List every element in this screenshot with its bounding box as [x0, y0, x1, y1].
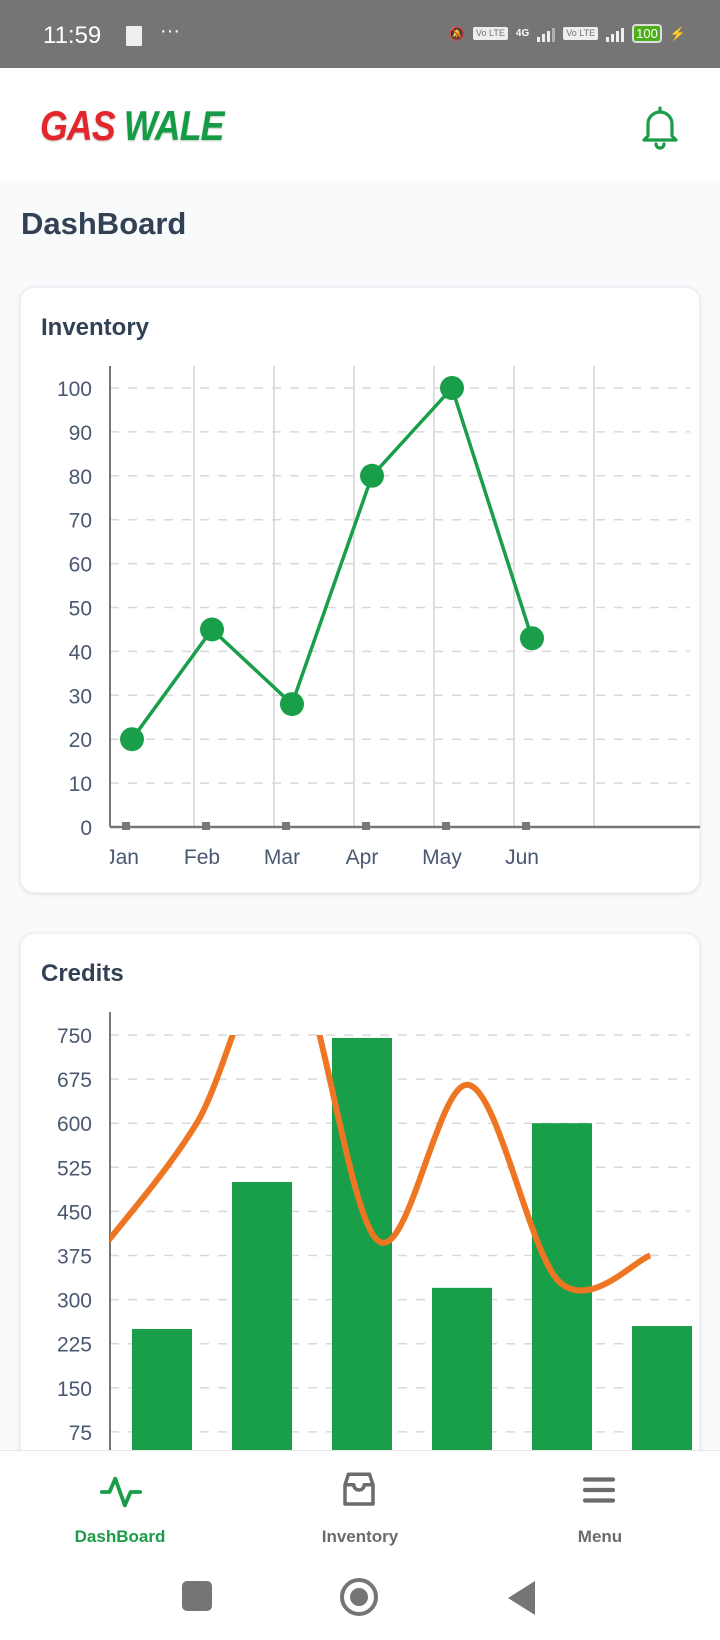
y-tick-label: 60 [69, 554, 92, 577]
x-tick [122, 822, 130, 830]
x-tick-label: Mar [264, 846, 300, 869]
battery-level: 100 [632, 24, 662, 43]
y-tick-label: 100 [57, 378, 92, 401]
nav-dashboard[interactable]: DashBoard [0, 1451, 240, 1561]
y-tick-label: 80 [69, 466, 92, 489]
y-tick-label: 375 [57, 1246, 92, 1269]
y-tick-label: 20 [69, 729, 92, 752]
y-tick-label: 75 [69, 1422, 92, 1445]
y-tick-label: 40 [69, 641, 92, 664]
x-tick-label: May [422, 846, 462, 869]
inbox-icon [343, 1472, 375, 1506]
y-tick-label: 0 [80, 817, 92, 840]
y-tick-label: 300 [57, 1290, 92, 1313]
credit-bar [232, 1182, 292, 1450]
y-tick-label: 50 [69, 598, 92, 621]
y-tick-label: 30 [69, 685, 92, 708]
x-tick [522, 822, 530, 830]
credits-title: Credits [41, 960, 124, 987]
data-point [440, 376, 464, 400]
x-tick-label: Apr [346, 846, 379, 869]
data-point [360, 463, 384, 488]
credit-bar [432, 1287, 492, 1450]
data-point [120, 727, 144, 752]
data-point [280, 692, 304, 717]
more-notifications-icon: ··· [160, 20, 180, 42]
x-tick [362, 822, 370, 830]
credits-chart: 75 150 225 300 375 450 525 600 675 750 [57, 1012, 692, 1450]
y-tick-label: 525 [57, 1157, 92, 1180]
credit-bar [132, 1329, 192, 1450]
mute-vibrate-icon: 🔕 [448, 25, 466, 41]
recents-button[interactable] [182, 1581, 212, 1611]
volte-icon: Vo LTE [473, 27, 508, 40]
y-tick-label: 150 [57, 1378, 92, 1401]
data-point [200, 617, 224, 642]
page-title: DashBoard [21, 206, 187, 241]
app-header: GAS WALE [0, 68, 720, 180]
nav-menu[interactable]: Menu [480, 1451, 720, 1561]
charging-icon: ⚡ [669, 25, 686, 41]
signal-icon [537, 26, 556, 42]
network-type: 4G [515, 28, 530, 39]
credit-trend-line [110, 1035, 652, 1294]
x-tick [442, 822, 450, 830]
y-tick-label: 600 [57, 1113, 92, 1136]
status-bar: 11:59 ··· 🔕 Vo LTE 4G Vo LTE 100 ⚡ [0, 0, 720, 68]
y-tick-label: 450 [57, 1201, 92, 1224]
y-tick-label: 70 [69, 510, 92, 533]
trash-icon [126, 26, 142, 46]
data-point [520, 626, 544, 651]
y-tick-label: 10 [69, 773, 92, 796]
y-tick-label: 90 [69, 422, 92, 445]
x-tick [202, 822, 210, 830]
bottom-nav: DashBoard Inventory Menu [0, 1450, 720, 1640]
bell-icon[interactable] [636, 102, 684, 155]
y-tick-label: 750 [57, 1025, 92, 1048]
volte-icon-2: Vo LTE [563, 27, 599, 40]
activity-icon [99, 1476, 143, 1508]
nav-inventory[interactable]: Inventory [240, 1451, 480, 1561]
back-button[interactable] [508, 1581, 535, 1615]
signal-icon-2 [606, 26, 625, 42]
y-tick-label: 675 [57, 1069, 92, 1092]
x-tick-label: Feb [184, 846, 220, 869]
y-tick-label: 225 [57, 1334, 92, 1357]
menu-icon [582, 1477, 616, 1503]
status-time: 11:59 [43, 22, 102, 49]
credit-bar [632, 1326, 692, 1450]
inventory-line [130, 384, 534, 741]
x-tick [282, 822, 290, 830]
home-button[interactable] [340, 1578, 378, 1616]
logo: GAS WALE [40, 102, 224, 149]
inventory-title: Inventory [41, 314, 150, 341]
x-tick-label: Jun [505, 846, 539, 869]
x-tick-label: Jan [105, 846, 139, 869]
inventory-chart: 0 10 20 30 40 50 60 70 80 90 100 Jan Feb Mar Apr May Jun [57, 366, 700, 869]
